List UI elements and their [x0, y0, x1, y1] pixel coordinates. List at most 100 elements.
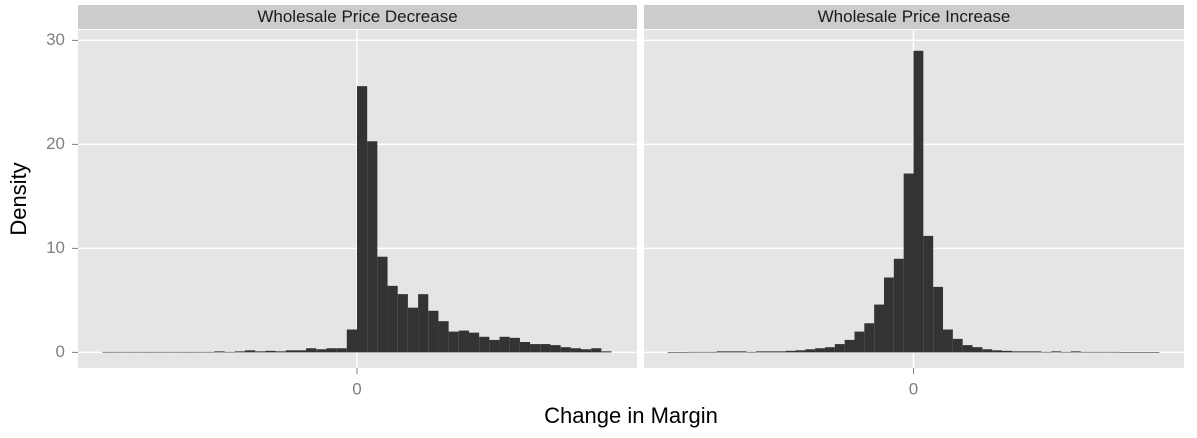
histogram-bar: [540, 344, 551, 353]
y-tick-label: 0: [56, 342, 65, 361]
histogram-bar: [479, 336, 490, 353]
histogram-bar: [214, 351, 225, 353]
histogram-bar: [1100, 351, 1111, 353]
histogram-bar: [499, 336, 510, 353]
histogram-bar: [265, 350, 276, 353]
x-tick-label: 0: [909, 379, 918, 398]
histogram-bar: [285, 350, 296, 353]
histogram-bar: [736, 351, 747, 353]
histogram-bar: [112, 351, 123, 353]
histogram-bar: [397, 294, 408, 353]
histogram-bar: [255, 351, 266, 353]
y-tick-label: 20: [46, 134, 65, 153]
histogram-bar: [570, 348, 581, 353]
histogram-bar: [153, 351, 164, 353]
histogram-bar: [874, 304, 884, 353]
histogram-bar: [143, 351, 154, 353]
histogram-bar: [844, 339, 855, 353]
histogram-bar: [1041, 351, 1052, 353]
histogram-bar: [1129, 352, 1140, 353]
histogram-bar: [864, 323, 875, 353]
histogram-bar: [132, 351, 144, 353]
histogram-bar: [1139, 352, 1150, 353]
histogram-bar: [530, 344, 541, 353]
histogram-bar: [972, 347, 983, 353]
histogram-bar: [982, 349, 993, 353]
histogram-bar: [601, 351, 612, 353]
histogram-bar: [765, 351, 776, 353]
histogram-bar: [468, 332, 480, 353]
histogram-bar: [952, 338, 963, 353]
histogram-bar: [1090, 351, 1101, 353]
histogram-bar: [244, 350, 256, 353]
histogram-bar: [377, 256, 388, 353]
x-tick-label: 0: [352, 379, 361, 398]
histogram-bar: [1120, 352, 1130, 353]
histogram-bar: [687, 351, 698, 353]
histogram-bar: [580, 349, 592, 353]
histogram-bar: [326, 348, 337, 353]
histogram-bar: [122, 351, 133, 353]
histogram-bar: [489, 339, 500, 353]
histogram-bar: [903, 173, 914, 353]
y-tick-label: 30: [46, 30, 65, 49]
histogram-bar: [336, 348, 347, 353]
histogram-bar: [1080, 351, 1091, 353]
histogram-bar: [1031, 351, 1042, 353]
histogram-bar: [163, 351, 174, 353]
histogram-bar: [356, 86, 368, 353]
histogram-bar: [1110, 351, 1121, 353]
histogram-bar: [295, 350, 307, 353]
histogram-bar: [795, 350, 806, 353]
histogram-bar: [805, 349, 816, 353]
histogram-bar: [448, 331, 459, 353]
histogram-bar: [1002, 350, 1012, 353]
histogram-bar: [824, 347, 835, 353]
panel-title: Wholesale Price Decrease: [257, 7, 457, 26]
histogram-bar: [1051, 351, 1062, 353]
histogram-bar: [933, 286, 944, 353]
histogram-bar: [458, 330, 469, 353]
histogram-bar: [387, 285, 398, 353]
histogram-bar: [407, 307, 419, 353]
histogram-bar: [923, 235, 934, 353]
panel-title: Wholesale Price Increase: [818, 7, 1011, 26]
histogram-bar: [913, 50, 924, 353]
histogram-bar: [746, 351, 757, 353]
histogram-bar: [306, 348, 317, 353]
strip-background: [78, 5, 637, 29]
histogram-bar: [519, 342, 531, 353]
histogram-bar: [677, 352, 688, 353]
histogram-bar: [194, 351, 205, 353]
histogram-bar: [591, 348, 602, 353]
histogram-bar: [1021, 351, 1032, 353]
histogram-bar: [756, 351, 766, 353]
histogram-bar: [785, 350, 796, 353]
histogram-bar: [697, 351, 707, 353]
histogram-bar: [706, 351, 717, 353]
histogram-bar: [183, 351, 195, 353]
histogram-bar: [716, 351, 727, 353]
histogram-bar: [428, 310, 439, 353]
histogram-bar: [962, 345, 973, 353]
histogram-bar: [943, 329, 953, 353]
histogram-bar: [367, 141, 378, 353]
histogram-bar: [726, 351, 737, 353]
histogram-bar: [1011, 351, 1022, 353]
histogram-bar: [884, 277, 894, 353]
histogram-bar: [854, 331, 865, 353]
histogram-bar: [204, 351, 215, 353]
histogram-bar: [992, 350, 1003, 353]
histogram-bar: [316, 349, 327, 353]
histogram-bar: [224, 351, 235, 353]
histogram-bar: [173, 351, 184, 353]
histogram-bar: [418, 294, 429, 353]
histogram-bar: [893, 258, 904, 353]
histogram-bar: [509, 337, 520, 353]
x-axis-label: Change in Margin: [544, 403, 718, 428]
histogram-bar: [560, 347, 571, 353]
y-tick-label: 10: [46, 238, 65, 257]
strip-background: [644, 5, 1184, 29]
histogram-bar: [775, 351, 786, 353]
